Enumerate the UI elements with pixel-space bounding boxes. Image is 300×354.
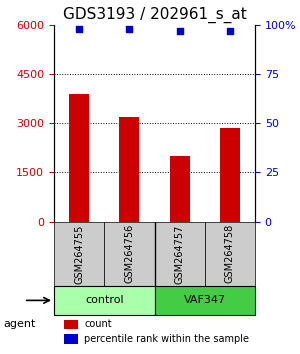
FancyBboxPatch shape — [154, 286, 255, 315]
Bar — [220, 128, 240, 222]
Bar — [69, 94, 89, 222]
Point — [227, 28, 232, 34]
Text: GSM264755: GSM264755 — [74, 224, 84, 284]
Bar — [169, 156, 190, 222]
FancyBboxPatch shape — [104, 222, 154, 286]
Point — [77, 26, 82, 32]
FancyBboxPatch shape — [54, 286, 154, 315]
Text: control: control — [85, 295, 124, 306]
Bar — [64, 320, 78, 329]
Text: GSM264756: GSM264756 — [124, 224, 134, 284]
Title: GDS3193 / 202961_s_at: GDS3193 / 202961_s_at — [63, 7, 246, 23]
Text: GSM264757: GSM264757 — [175, 224, 184, 284]
Text: agent: agent — [3, 319, 35, 329]
Text: VAF347: VAF347 — [184, 295, 226, 306]
Text: count: count — [84, 319, 112, 329]
Text: GSM264758: GSM264758 — [225, 224, 235, 284]
FancyBboxPatch shape — [54, 222, 104, 286]
Point — [127, 26, 132, 32]
FancyBboxPatch shape — [154, 222, 205, 286]
Text: percentile rank within the sample: percentile rank within the sample — [84, 334, 249, 344]
Point — [177, 28, 182, 34]
FancyBboxPatch shape — [205, 222, 255, 286]
Bar — [64, 334, 78, 344]
Bar — [119, 117, 140, 222]
